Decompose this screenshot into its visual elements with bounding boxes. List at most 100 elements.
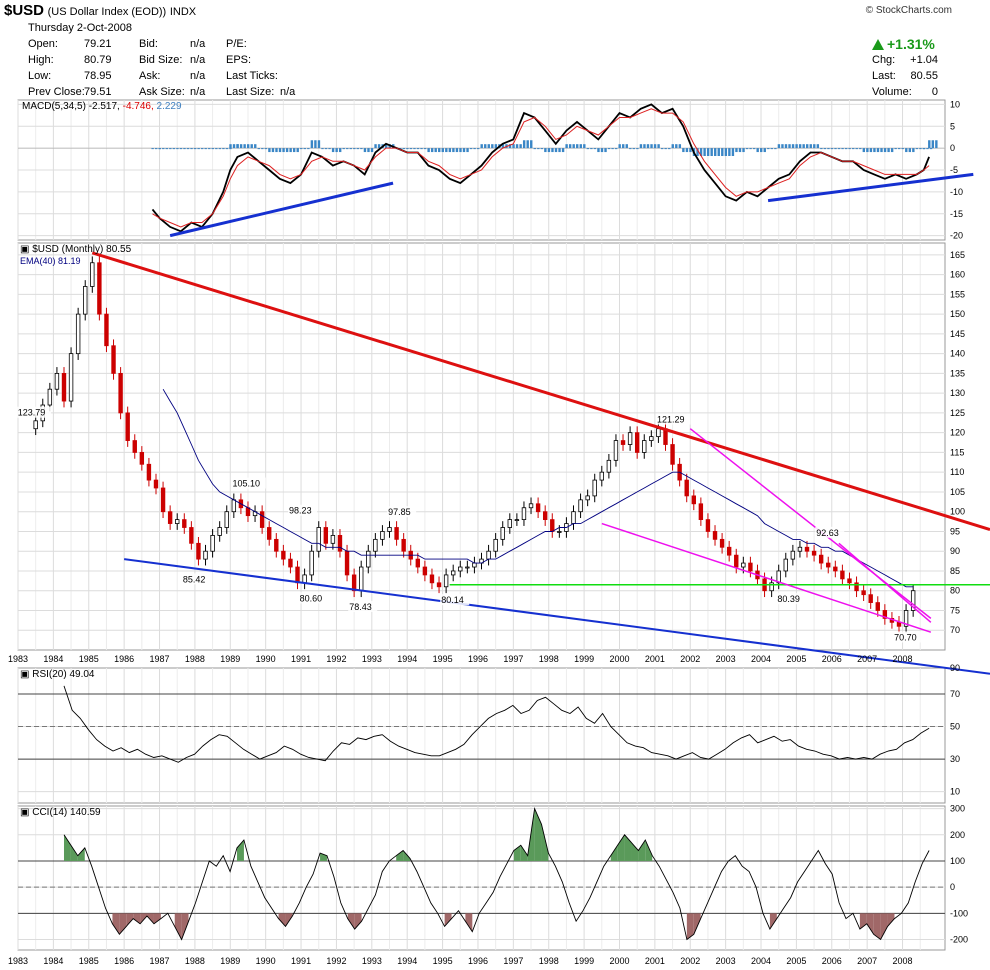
histogram-bar [710, 148, 713, 156]
histogram-bar [809, 144, 812, 149]
candle-body [415, 558, 421, 568]
cci-fill-below [859, 913, 867, 930]
histogram-bar [894, 148, 897, 150]
candle-body [83, 286, 88, 315]
histogram-bar [303, 148, 306, 150]
candle-body [224, 511, 229, 528]
candle-body [606, 459, 612, 473]
quote-value: n/a [190, 70, 206, 82]
histogram-bar [537, 148, 540, 150]
quote-value: n/a [280, 86, 296, 98]
histogram-bar [469, 148, 473, 150]
histogram-bar [827, 148, 830, 150]
cci-fill-below [686, 913, 694, 940]
x-tick-label: 1983 [8, 956, 28, 966]
histogram-bar [519, 144, 522, 149]
histogram-bar [685, 148, 689, 153]
y-tick-label: 115 [950, 447, 964, 457]
histogram-bar [406, 148, 409, 150]
histogram-bar [222, 148, 225, 150]
data-label-bg [298, 592, 328, 604]
symbol: $USD [4, 2, 45, 19]
histogram-bar [671, 144, 674, 149]
histogram-bar [197, 148, 200, 150]
cci-fill-below [119, 913, 127, 935]
candle-body [316, 527, 321, 552]
histogram-bar [919, 148, 922, 150]
data-label-bg [815, 526, 845, 538]
histogram-bar [416, 148, 420, 150]
x-tick-label: 2008 [893, 956, 913, 966]
quote-label: EPS: [226, 54, 252, 66]
candle-body [281, 550, 286, 560]
histogram-bar [254, 144, 257, 149]
histogram-bar [586, 148, 590, 150]
histogram-bar [314, 140, 317, 149]
y-tick-label: -20 [950, 231, 963, 241]
histogram-bar [862, 148, 866, 153]
histogram-bar [204, 148, 207, 150]
histogram-bar [565, 144, 568, 149]
candle-body [613, 440, 619, 461]
x-tick-label: 1986 [114, 654, 134, 664]
y-tick-label: 30 [950, 754, 960, 764]
candle-body [104, 313, 109, 347]
trendline [767, 172, 974, 203]
histogram-bar [399, 148, 402, 150]
panel-cci [17, 805, 946, 951]
data-label: 98.23 [289, 506, 312, 516]
candle-body [274, 538, 279, 552]
histogram-bar [356, 148, 360, 150]
histogram-bar [664, 148, 667, 150]
histogram-bar [554, 148, 558, 153]
candle-body [125, 412, 130, 441]
histogram-bar [384, 144, 388, 149]
histogram-bar [275, 148, 278, 153]
histogram-bar [317, 140, 321, 149]
candle-body [97, 262, 102, 315]
candle-body [712, 531, 718, 540]
cci-fill-below [444, 913, 452, 927]
histogram-bar [335, 148, 338, 153]
histogram-bar [721, 148, 724, 156]
candle-body [429, 574, 435, 584]
histogram-bar [172, 148, 176, 150]
quote-date: Thursday 2-Oct-2008 [28, 22, 132, 34]
candle-body [550, 519, 555, 532]
candle-body [47, 388, 53, 406]
candle-body [210, 535, 215, 552]
y-tick-label: 125 [950, 408, 965, 418]
candle-body [217, 527, 222, 536]
x-tick-label: 2005 [786, 654, 806, 664]
cci-fill-above [610, 845, 618, 861]
trendline [689, 428, 932, 619]
candle-body [620, 440, 626, 445]
x-tick-label: 1996 [468, 654, 488, 664]
histogram-bar [229, 148, 232, 150]
cci-fill-above [77, 847, 85, 861]
data-label: 80.14 [441, 595, 464, 605]
candle-body [734, 554, 739, 568]
histogram-bar [579, 144, 582, 149]
candle-body [854, 582, 859, 592]
histogram-bar [423, 148, 427, 150]
candle-body [146, 463, 152, 481]
quote-label: Bid: [139, 38, 158, 50]
quote-label: High: [28, 54, 54, 66]
chart-title: $USD (US Dollar Index (EOD)) INDX [4, 2, 196, 19]
y-tick-label: -200 [950, 935, 968, 945]
histogram-bar [264, 148, 268, 150]
quote-label: Prev Close: [28, 86, 85, 98]
x-tick-label: 1984 [43, 654, 63, 664]
histogram-bar [745, 148, 749, 150]
histogram-bar [300, 148, 303, 150]
candle-body [627, 432, 633, 445]
y-tick-label: 5 [950, 121, 955, 131]
histogram-bar [844, 148, 848, 150]
exchange: INDX [169, 6, 197, 18]
candle-body [90, 262, 95, 287]
histogram-bar [625, 144, 628, 149]
y-tick-label: 135 [950, 368, 965, 378]
histogram-bar [618, 144, 621, 149]
histogram-bar [611, 148, 614, 150]
